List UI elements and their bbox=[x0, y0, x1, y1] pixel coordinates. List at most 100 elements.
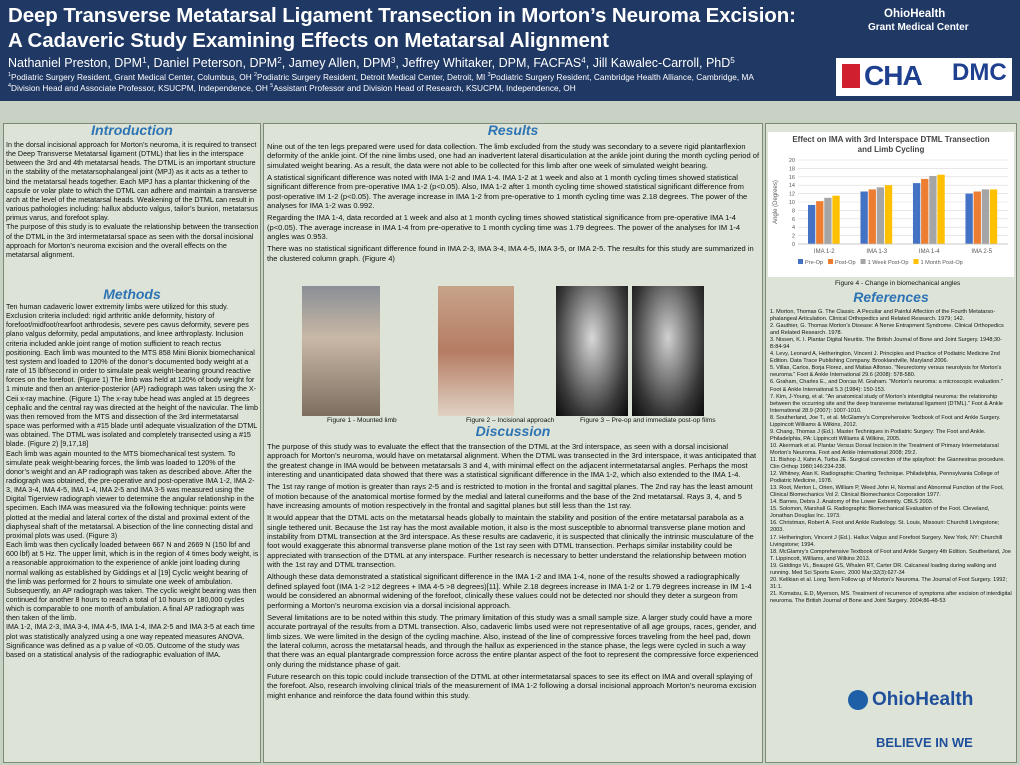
figure-caption: Figure 2 – Incisional approach bbox=[466, 417, 555, 424]
middle-panel bbox=[263, 123, 763, 763]
affiliation-sup: 3 bbox=[487, 72, 491, 78]
y-tick-label: 10 bbox=[789, 200, 795, 206]
author-sup: 3 bbox=[390, 56, 396, 65]
bar bbox=[824, 197, 832, 244]
figure-caption: Figure 3 – Pre-op and immediate post-op … bbox=[580, 417, 716, 424]
x-tick-label: IMA 1-4 bbox=[919, 249, 940, 255]
results-text: Nine out of the ten legs prepared were u… bbox=[267, 142, 760, 263]
paragraph: 13. Root, Merton L, Orien, William P, We… bbox=[770, 485, 1004, 499]
legend-swatch bbox=[798, 259, 803, 264]
logo-box: CHA DMC bbox=[836, 58, 1012, 96]
paragraph: 10. Akermark et al. Plantar Versus Dorsa… bbox=[770, 442, 999, 456]
authors: Nathaniel Preston, DPM1, Daniel Peterson… bbox=[8, 56, 735, 70]
paragraph: Each limb was again mounted to the MTS b… bbox=[6, 449, 255, 540]
paragraph: Future research on this topic could incl… bbox=[267, 671, 757, 700]
paragraph: 15. Solomon, Marshall G. Radiographic Bi… bbox=[770, 506, 990, 520]
affiliation-sup: 2 bbox=[254, 72, 258, 78]
paragraph: 1. Morton, Thomas G. The Classic. A Pecu… bbox=[770, 309, 996, 323]
legend-label: 1 Week Post-Op bbox=[868, 260, 909, 266]
x-tick-label: IMA 2-5 bbox=[971, 249, 992, 255]
logo-icon bbox=[842, 64, 860, 88]
paragraph: 9. Chang, Thomas J (Ed.). Master Techniq… bbox=[770, 428, 986, 442]
bar bbox=[973, 191, 981, 244]
y-tick-label: 4 bbox=[792, 225, 795, 231]
paragraph: 17. Hetherington, Vincent J (Ed.). Hallu… bbox=[770, 534, 1003, 548]
paragraph: 18. McGlamry’s Comprehensive Textbook of… bbox=[770, 548, 1011, 562]
author: , Jeffrey Whitaker, DPM, FACFAS bbox=[395, 56, 582, 70]
paragraph: 21. Komatsu, E.D, Myerson, MS. Treatment… bbox=[770, 590, 1012, 604]
bar bbox=[816, 201, 824, 244]
paragraph: In the dorsal incisional approach for Mo… bbox=[6, 141, 258, 223]
references-list: 1. Morton, Thomas G. The Classic. A Pecu… bbox=[770, 309, 1013, 605]
logo-text: CHA bbox=[864, 60, 923, 91]
paragraph: IMA 1-2, IMA 2-3, IMA 3-4, IMA 4-5, IMA … bbox=[6, 623, 255, 659]
bar bbox=[832, 195, 840, 244]
affiliation: Assistant Professor and Division Head of… bbox=[273, 83, 576, 93]
affiliation: Podiatric Surgery Resident, Detroit Medi… bbox=[257, 72, 486, 82]
logo-text: OhioHealth bbox=[884, 8, 946, 20]
legend-swatch bbox=[828, 259, 834, 264]
bar bbox=[860, 191, 868, 244]
author-sup: 5 bbox=[730, 56, 735, 65]
author-sup: 4 bbox=[581, 56, 586, 65]
affiliations: 1Podiatric Surgery Resident, Grant Medic… bbox=[8, 72, 828, 94]
discussion-text: The purpose of this study was to evaluat… bbox=[267, 442, 760, 700]
author-sup: 1 bbox=[142, 56, 147, 65]
bar bbox=[921, 178, 929, 244]
chart: 0 2 4 6 8 10 12 14 16 18 20 Angle (Degrees) IMA 1-2 I… bbox=[773, 158, 1008, 266]
paragraph: 8. Southerland, Joe T., et al. McGlamry'… bbox=[770, 414, 1001, 428]
affiliation: Podiatric Surgery Resident, Cambridge He… bbox=[490, 72, 754, 82]
paragraph: 11. Bishop J, Kahn A, Turba JE. Surgical… bbox=[770, 456, 1005, 471]
legend-swatch bbox=[913, 259, 919, 264]
photo bbox=[302, 286, 380, 416]
bar bbox=[807, 204, 816, 244]
bar bbox=[929, 175, 937, 244]
chart-box: Effect on IMA with 3rd Interspace DTML T… bbox=[768, 132, 1014, 277]
left-panel bbox=[3, 123, 261, 763]
paragraph: 7. Kim, J-Young, et al. "An anatomical s… bbox=[770, 393, 1003, 414]
paragraph: Each limb was then cyclically loaded bet… bbox=[6, 541, 259, 623]
y-tick-label: 20 bbox=[789, 158, 795, 164]
bar bbox=[876, 187, 885, 244]
y-tick-label: 0 bbox=[792, 242, 795, 248]
section-heading: Introduction bbox=[91, 122, 173, 138]
paragraph: Ten human cadaveric lower extremity limb… bbox=[6, 303, 258, 449]
paragraph: 2. Gauthier, G. Thomas Morton’s Disease:… bbox=[770, 323, 1004, 337]
bar bbox=[989, 189, 998, 244]
affiliation: Division Head and Associate Professor, K… bbox=[11, 83, 268, 93]
x-tick-label: IMA 1-3 bbox=[866, 249, 887, 255]
paragraph: Several limitations are to be noted with… bbox=[267, 612, 759, 669]
title: A Cadaveric Study Examining Effects on M… bbox=[8, 29, 609, 52]
section-heading: References bbox=[853, 289, 929, 305]
bar bbox=[965, 193, 973, 244]
y-tick-label: 14 bbox=[789, 183, 795, 189]
header: Deep Transverse Metatarsal Ligament Tran… bbox=[0, 0, 1020, 101]
paragraph: A statistical significant difference was… bbox=[267, 173, 748, 211]
figure-caption: Figure 1 - Mounted limb bbox=[327, 417, 397, 424]
paragraph: Although these data demonstrated a stati… bbox=[267, 572, 752, 610]
figure-caption: Figure 4 - Change in biomechanical angle… bbox=[835, 280, 961, 287]
bar bbox=[937, 174, 945, 244]
paragraph: 5. Villas, Carlos, Borja Florez, and Mat… bbox=[770, 365, 1002, 379]
paragraph: 19. Giddings VL, Beaupré GS, Whalen RT, … bbox=[770, 562, 997, 576]
bar bbox=[912, 183, 921, 244]
bar bbox=[868, 189, 876, 244]
legend-label: Post-Op bbox=[835, 260, 856, 266]
logo-text: DMC bbox=[952, 59, 1007, 86]
paragraph: It would appear that the DTML acts on th… bbox=[267, 513, 754, 570]
legend-swatch bbox=[860, 259, 866, 264]
paragraph: 16. Christman, Robert A. Foot and Ankle … bbox=[770, 520, 1000, 534]
chart-title: Effect on IMA with 3rd Interspace DTML T… bbox=[792, 135, 990, 154]
author: Nathaniel Preston, DPM bbox=[8, 56, 143, 70]
title: Deep Transverse Metatarsal Ligament Tran… bbox=[8, 4, 796, 27]
paragraph: 14. Barnes, Debra J. Anatomy of the Lowe… bbox=[770, 499, 934, 506]
y-tick-label: 18 bbox=[789, 166, 795, 172]
paragraph: The 1st ray range of motion is greater t… bbox=[267, 482, 753, 511]
affiliation: Podiatric Surgery Resident, Grant Medica… bbox=[11, 72, 252, 82]
paragraph: Nine out of the ten legs prepared were u… bbox=[267, 142, 760, 170]
xray bbox=[556, 286, 628, 416]
bar bbox=[981, 189, 990, 244]
paragraph: 12. Whitney, Alan K. Radiographic Charti… bbox=[770, 471, 999, 485]
